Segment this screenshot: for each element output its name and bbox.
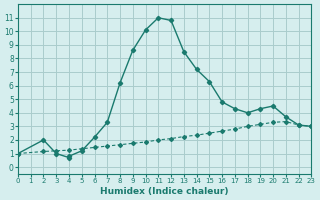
- X-axis label: Humidex (Indice chaleur): Humidex (Indice chaleur): [100, 187, 229, 196]
